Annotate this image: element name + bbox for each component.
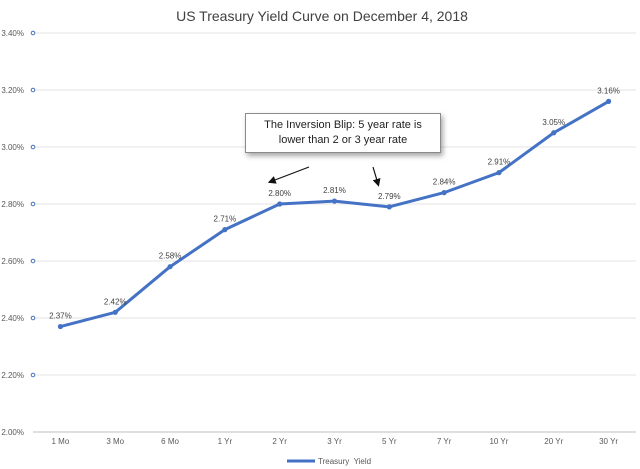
- y-tick-marker: [30, 258, 36, 264]
- x-tick-label: 3 Mo: [106, 437, 124, 446]
- y-tick-label: 2.60%: [1, 257, 24, 266]
- y-tick-label: 2.20%: [1, 371, 24, 380]
- x-tick-label: 20 Yr: [544, 437, 563, 446]
- data-label: 2.42%: [104, 297, 127, 306]
- x-tick-label: 6 Mo: [161, 437, 179, 446]
- y-tick-marker: [30, 372, 36, 378]
- y-tick-label: 3.40%: [1, 29, 24, 38]
- data-point: [551, 130, 557, 136]
- y-tick-label: 2.40%: [1, 314, 24, 323]
- x-axis: 1 Mo 3 Mo 6 Mo 1 Yr 2 Yr 3 Yr 5 Yr 7 Yr 10 Yr 20 …: [52, 437, 619, 446]
- y-tick-marker: [30, 144, 36, 150]
- annotation-callout: The Inversion Blip: 5 year rate is lower…: [245, 113, 441, 153]
- data-label: 2.81%: [323, 186, 346, 195]
- x-tick-label: 5 Yr: [382, 437, 397, 446]
- y-tick-marker: [30, 201, 36, 207]
- x-tick-label: 2 Yr: [272, 437, 287, 446]
- data-label: 2.79%: [378, 192, 401, 201]
- chart-title: US Treasury Yield Curve on December 4, 2…: [176, 8, 468, 24]
- annotation-arrow: [267, 166, 310, 184]
- x-tick-label: 7 Yr: [437, 437, 452, 446]
- data-label: 3.16%: [597, 86, 620, 95]
- data-label: 2.91%: [488, 158, 511, 167]
- x-tick-label: 30 Yr: [599, 437, 618, 446]
- data-label: 2.37%: [49, 312, 72, 321]
- x-tick-label: 1 Mo: [52, 437, 70, 446]
- data-label: 2.84%: [433, 178, 456, 187]
- annotation-arrow: [372, 166, 381, 187]
- data-point: [277, 201, 283, 207]
- x-tick-label: 3 Yr: [327, 437, 342, 446]
- data-point: [112, 309, 118, 315]
- legend: Treasury Yield: [287, 457, 371, 466]
- annotation-arrows: [267, 166, 381, 187]
- y-tick-marker: [30, 87, 36, 93]
- data-point: [496, 170, 502, 176]
- y-tick-label: 2.00%: [1, 428, 24, 437]
- legend-label: Treasury Yield: [318, 457, 371, 466]
- data-point: [167, 264, 173, 270]
- series-treasury-yield: 2.37% 2.42% 2.58% 2.71% 2.80% 2.81% 2.79% 2.84%…: [49, 86, 620, 330]
- x-tick-label: 10 Yr: [489, 437, 508, 446]
- data-label: 2.80%: [268, 189, 291, 198]
- y-tick-label: 3.00%: [1, 143, 24, 152]
- data-point: [441, 190, 447, 196]
- annotation-line-1: The Inversion Blip: 5 year rate is: [264, 119, 422, 131]
- data-label: 2.58%: [159, 252, 182, 261]
- y-axis: 2.00% 2.20% 2.40% 2.60% 2.80% 3.00% 3.20% 3.40%: [1, 29, 36, 437]
- x-tick-label: 1 Yr: [218, 437, 233, 446]
- data-point: [331, 198, 338, 204]
- data-point: [222, 227, 228, 233]
- data-label: 2.71%: [214, 215, 237, 224]
- annotation-line-2: lower than 2 or 3 year rate: [278, 134, 408, 146]
- data-label: 3.05%: [542, 118, 565, 127]
- data-point: [386, 204, 392, 210]
- y-tick-marker: [30, 315, 36, 321]
- y-tick-marker: [30, 30, 36, 36]
- gridlines: [33, 32, 636, 433]
- data-point: [57, 323, 64, 330]
- y-tick-label: 2.80%: [1, 200, 24, 209]
- y-tick-label: 3.20%: [1, 86, 24, 95]
- data-point: [605, 98, 612, 104]
